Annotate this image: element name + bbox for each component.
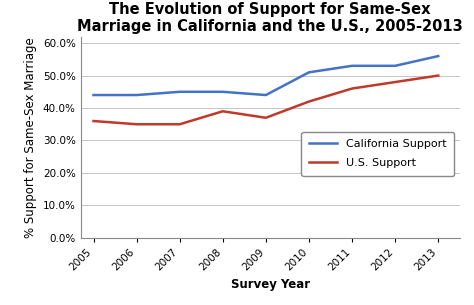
U.S. Support (436, 74, 441, 77)
Line: California Support: California Support (93, 56, 438, 95)
California Support (263, 93, 269, 97)
U.S. Support (91, 119, 96, 123)
U.S. Support (349, 87, 355, 90)
Line: U.S. Support: U.S. Support (93, 76, 438, 124)
U.S. Support (134, 122, 139, 126)
California Support (220, 90, 226, 94)
U.S. Support (263, 116, 269, 120)
Legend: California Support, U.S. Support: California Support, U.S. Support (301, 131, 454, 176)
X-axis label: Survey Year: Survey Year (231, 278, 310, 291)
California Support (392, 64, 398, 68)
U.S. Support (306, 100, 312, 103)
California Support (134, 93, 139, 97)
California Support (349, 64, 355, 68)
U.S. Support (392, 80, 398, 84)
California Support (436, 54, 441, 58)
U.S. Support (177, 122, 182, 126)
California Support (306, 70, 312, 74)
Title: The Evolution of Support for Same-Sex
Marriage in California and the U.S., 2005-: The Evolution of Support for Same-Sex Ma… (77, 2, 463, 34)
U.S. Support (220, 109, 226, 113)
California Support (91, 93, 96, 97)
California Support (177, 90, 182, 94)
Y-axis label: % Support for Same-Sex Marriage: % Support for Same-Sex Marriage (24, 37, 37, 238)
